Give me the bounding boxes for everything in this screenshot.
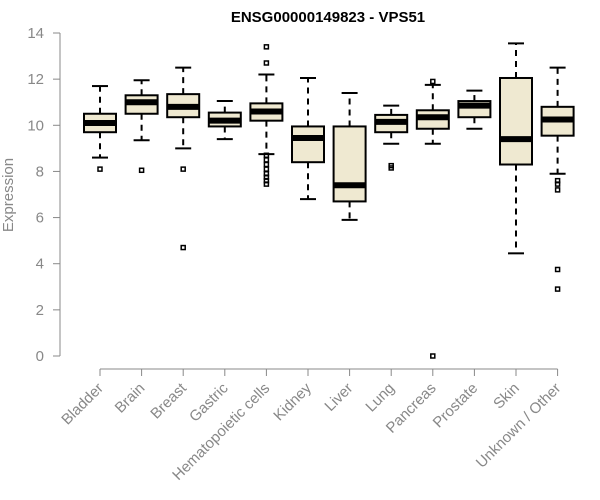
y-tick-label: 4 bbox=[36, 256, 44, 273]
outlier-point bbox=[97, 166, 103, 172]
outlier-point bbox=[554, 181, 561, 187]
boxes-group bbox=[83, 42, 575, 359]
outlier-point bbox=[430, 78, 436, 85]
box-hematopoietic-cells bbox=[249, 44, 284, 187]
y-tick-label: 0 bbox=[36, 348, 44, 365]
outlier-point bbox=[180, 244, 186, 251]
y-axis-label: Expression bbox=[0, 158, 17, 232]
y-axis: 0 2 4 6 8 10 12 14 bbox=[27, 25, 61, 365]
outlier-point bbox=[180, 166, 186, 172]
iqr-box bbox=[332, 125, 367, 203]
box-unknown-other bbox=[540, 66, 575, 292]
outlier-point bbox=[263, 44, 270, 50]
box-brain bbox=[124, 79, 159, 174]
y-tick-label: 6 bbox=[36, 210, 44, 227]
outlier-point bbox=[430, 353, 436, 359]
box-liver bbox=[332, 91, 367, 221]
box-skin bbox=[499, 42, 533, 255]
x-tick-label: Lung bbox=[362, 380, 398, 416]
box-kidney bbox=[291, 76, 325, 201]
outlier-point bbox=[263, 60, 270, 66]
outlier-point bbox=[554, 286, 561, 292]
outlier-point bbox=[554, 187, 561, 193]
box-breast bbox=[166, 66, 201, 251]
outlier-point bbox=[263, 161, 270, 168]
box-gastric bbox=[207, 100, 242, 141]
y-tick-label: 10 bbox=[27, 117, 44, 134]
x-tick-label: Liver bbox=[321, 380, 356, 415]
iqr-box bbox=[499, 76, 533, 166]
y-tick-label: 2 bbox=[36, 302, 44, 319]
iqr-box bbox=[291, 125, 325, 164]
outlier-point bbox=[388, 165, 394, 171]
x-tick-label: Breast bbox=[147, 379, 190, 422]
outlier-point bbox=[554, 266, 561, 273]
box-prostate bbox=[457, 89, 492, 130]
x-tick-label: Brain bbox=[112, 380, 149, 417]
chart-title: ENSG00000149823 - VPS51 bbox=[231, 9, 425, 26]
outlier-point bbox=[263, 152, 270, 159]
box-lung bbox=[374, 104, 409, 171]
x-tick-label: Bladder bbox=[58, 380, 107, 429]
y-tick-label: 8 bbox=[36, 163, 44, 180]
outlier-point bbox=[263, 157, 270, 163]
y-tick-label: 14 bbox=[27, 25, 44, 42]
box-bladder bbox=[83, 85, 117, 172]
x-tick-label: Prostate bbox=[430, 380, 482, 432]
box-pancreas bbox=[415, 78, 450, 359]
x-tick-label: Kidney bbox=[270, 379, 315, 424]
outlier-point bbox=[263, 166, 270, 172]
outlier-point bbox=[263, 181, 270, 187]
y-tick-label: 12 bbox=[27, 71, 44, 88]
x-tick-label: Skin bbox=[490, 380, 523, 413]
outlier-point bbox=[138, 167, 145, 174]
